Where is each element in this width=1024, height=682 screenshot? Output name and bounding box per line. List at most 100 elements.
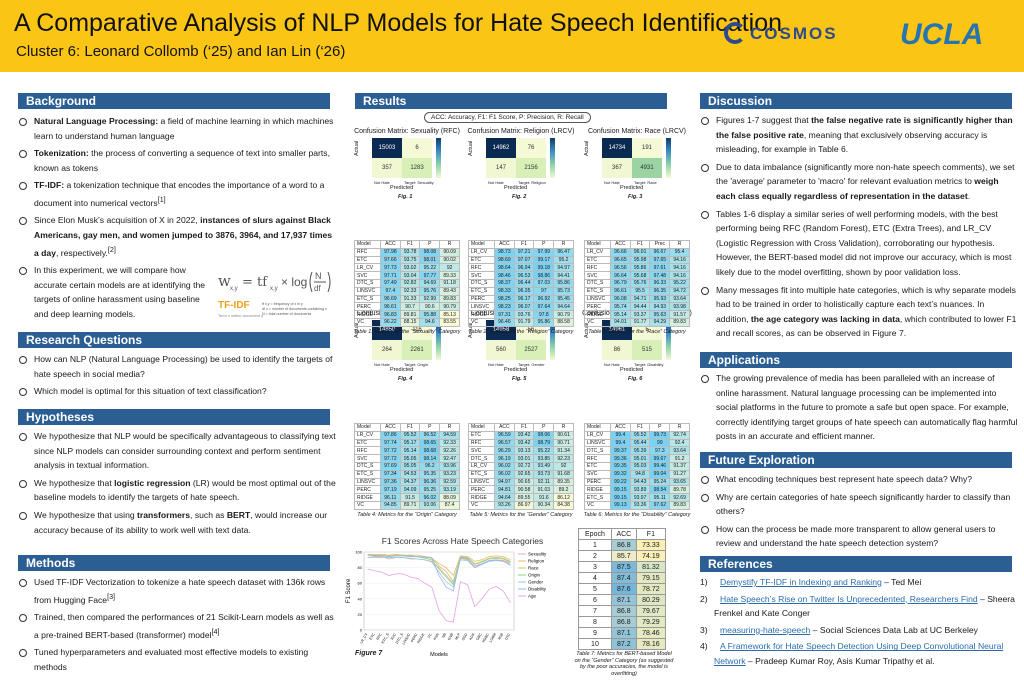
cm-cell-fn: 86 [602, 340, 632, 360]
table-header-cell: F1 [513, 423, 535, 432]
table-cell: 91.34 [553, 446, 574, 456]
references-list: 1) Demystify TF-IDF in Indexing and Ranki… [700, 575, 1018, 671]
section-references: References [700, 556, 1012, 572]
cm-xtick: Not Hate [488, 362, 504, 367]
y-tick-label: 80 [358, 565, 363, 570]
table-row: DTC_S 96.19 93.01 93.85 92.23 [468, 454, 574, 463]
table-cell: 97.61 [649, 263, 671, 273]
table-cell: 92.47 [439, 454, 460, 463]
table-cell: 90.79 [553, 310, 574, 319]
metric-table: Model ACC F1 P R LR_CV 97.86 95.52 96.52 94.59 ETC… [354, 423, 460, 510]
table-cell: RIDGE [354, 310, 381, 319]
svg-text:× log: × log [281, 275, 307, 289]
methods-bullet: Used TF-IDF Vectorization to tokenize a … [18, 575, 336, 607]
table-cell: 90.58 [513, 485, 535, 495]
cm-xlabel: Predicted [504, 367, 528, 373]
reference-body: Hate Speech’s Rise on Twitter Is Unprece… [714, 594, 1015, 619]
table-cell: 89.83 [439, 294, 460, 304]
table-cell: SVC [468, 446, 495, 456]
table-cell: SVC [584, 271, 611, 280]
table-cell: 98.86 [533, 271, 555, 280]
epoch-cell: 87.5 [610, 561, 637, 573]
table-cell: 97.49 [380, 278, 401, 288]
cm-xtick: Not Hate [604, 180, 620, 185]
epoch-cell: 80.29 [635, 594, 667, 606]
cm-fig-label: Fig. 2 [512, 194, 527, 200]
table-cell: 96.33 [649, 278, 671, 288]
table-row: LINSVC 96.08 94.71 95.93 93.64 [584, 294, 690, 304]
x-tick-label: LGBM [489, 632, 497, 643]
background-text: Natural Language Processing: a field of … [18, 114, 336, 324]
table-cell: 86.97 [513, 500, 535, 510]
table-cell: LR_CV [584, 430, 611, 440]
table-cell: VC [354, 500, 381, 510]
table-header-row: Model ACC F1 P R [468, 423, 574, 432]
table-cell: 94.01 [610, 317, 631, 327]
cm-xtick: Not Hate [488, 180, 504, 185]
metric-table: Model ACC F1 Prec R LR_CV 96.66 96.01 96.67 95.4 E… [584, 240, 690, 327]
table-row: ETC_S 96.69 91.33 92.99 89.83 [354, 294, 460, 304]
table-cell: 96.46 [494, 317, 515, 327]
tfidf-formula: w x,y = tf x,y × log N df TF-IDF Term x … [214, 262, 334, 336]
table-cell: 96.35 [513, 286, 535, 296]
x-tick-label: NB [441, 632, 447, 639]
x-tick-label: HGBC [481, 632, 490, 643]
table-cell: 97.07 [513, 255, 535, 265]
table-cell: 99.15 [610, 485, 631, 495]
series-line-religion [367, 553, 511, 577]
epoch-row: 3 87.5 81.32 [578, 561, 667, 573]
table-cell: 94.69 [419, 278, 441, 288]
table-cell: 90.61 [553, 430, 574, 440]
table-header-row: Model ACC F1 P R [468, 240, 574, 249]
table-row: VC 93.26 86.97 90.34 84.38 [468, 500, 574, 510]
cm-colorbar [666, 320, 671, 360]
cm-cell-tp: 2527 [516, 340, 546, 360]
table-cell: 99.32 [610, 469, 631, 479]
cm-cell-fn: 367 [602, 158, 632, 178]
table-cell: 99.35 [610, 461, 631, 471]
table-cell: 91.5 [399, 493, 421, 502]
reference-author: – Social Sciences Data Lab at UC Berkele… [810, 624, 978, 635]
table-cell: 92.69 [669, 493, 690, 502]
table-cell: 92.23 [553, 454, 574, 463]
table-cell: 94.64 [494, 493, 515, 502]
table-cell: 95.86 [629, 263, 651, 273]
table-row: ETC_S 96.02 92.65 93.73 91.68 [468, 469, 574, 479]
table-cell: ETC_S [584, 286, 611, 296]
table-row: VC 96.46 91.79 95.86 88.58 [468, 317, 574, 327]
table-cell: 94.72 [669, 286, 690, 296]
svg-text:x,y: x,y [270, 286, 278, 292]
table-cell: PERC [468, 485, 495, 495]
table-caption: Table 5: Metrics for the “Gender” Catego… [469, 512, 573, 518]
epoch-row: 1 86.8 73.33 [578, 539, 667, 551]
reference-link[interactable]: Demystify TF-IDF in Indexing and Ranking [720, 577, 882, 587]
table-cell: LR_CV [354, 263, 381, 273]
table-header-cell: ACC [494, 240, 515, 249]
epoch-cell: 74.19 [635, 550, 667, 562]
table-cell: 95.63 [649, 310, 671, 319]
table-cell: 95.76 [629, 278, 651, 288]
table-cell: 91.03 [533, 485, 555, 495]
reference-item: 4) A Framework for Hate Speech Detection … [700, 639, 1018, 668]
reference-link[interactable]: A Framework for Hate Speech Detection Us… [714, 641, 1004, 666]
cm-cell-fp: 76 [516, 138, 546, 158]
x-tick-label: DTC_S [395, 632, 405, 645]
table-cell: RIDGE [354, 493, 381, 502]
future-bullet: What encoding techniques best represent … [700, 472, 1018, 487]
table-cell: VC [584, 500, 611, 510]
table-header-cell: ACC [494, 423, 515, 432]
x-tick-label: XGB [497, 632, 504, 641]
table-cell: 93.01 [513, 454, 535, 463]
line-chart-title: F1 Scores Across Hate Speech Categories [381, 536, 544, 546]
reference-item: 2) Hate Speech’s Rise on Twitter Is Unpre… [700, 592, 1018, 621]
x-tick-label: ETC_S [381, 632, 390, 644]
table-cell: 90.09 [439, 247, 460, 257]
reference-link[interactable]: measuring-hate-speech [720, 624, 811, 635]
reference-link[interactable]: Hate Speech’s Rise on Twitter Is Unprece… [720, 593, 978, 604]
x-tick-label: DTC [504, 632, 511, 641]
table-cell: LR_CV [468, 461, 495, 471]
table-cell: 99.15 [610, 493, 631, 502]
section-results: Results [355, 93, 667, 109]
research-text: How can NLP (Natural Language Processing… [18, 352, 336, 402]
table-cell: 97.69 [380, 461, 401, 471]
